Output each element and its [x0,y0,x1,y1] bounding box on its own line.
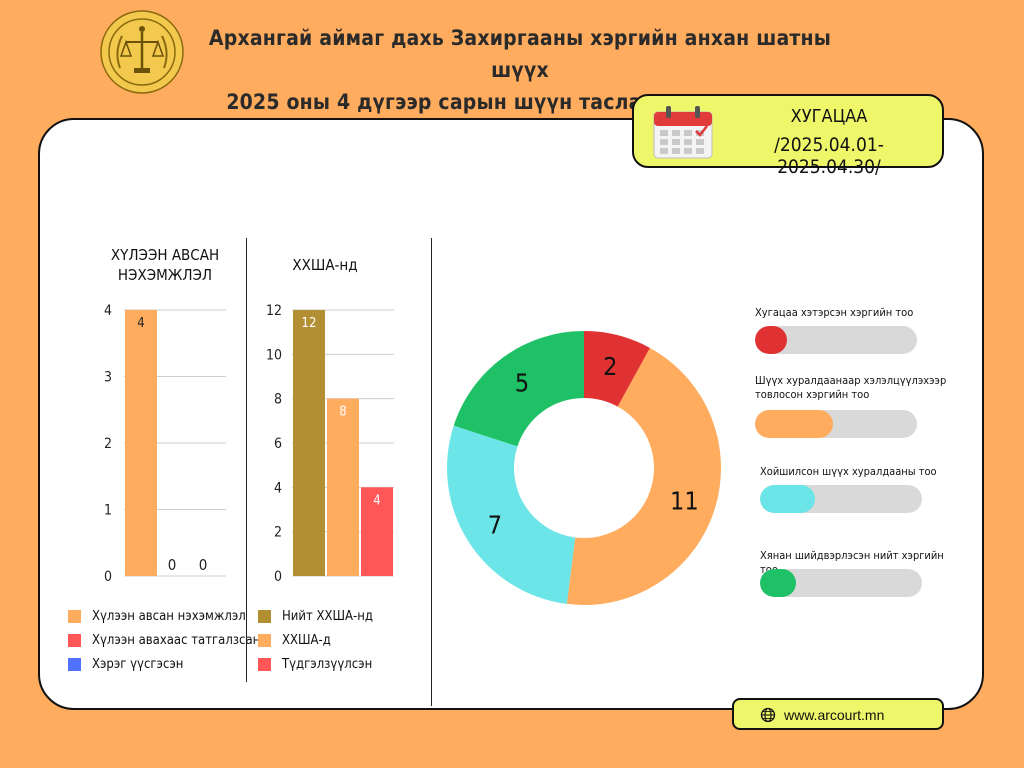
bar [327,398,359,576]
legend-progress-item: Шүүх хуралдаанаар хэлэлцүүлэхээр товлосо… [755,374,955,438]
legend-progress-item: Хойшилсон шүүх хуралдааны тоо [760,465,960,513]
legend-label: Нийт ХХША-нд [282,609,374,624]
progress-label: Шүүх хуралдаанаар хэлэлцүүлэхээр товлосо… [755,374,947,401]
title-line-1: Архангай аймаг дахь Захиргааны хэргийн а… [208,26,832,82]
legend-swatch [258,634,271,647]
legend-swatch [258,658,271,671]
legend-label: Хүлээн авахаас татгалзсан [92,633,261,648]
bar [361,487,393,576]
y-tick-label: 0 [104,569,112,585]
y-tick-label: 1 [104,503,112,519]
donut-chart: 2 11 7 5 [447,331,721,605]
website-box[interactable]: www.arcourt.mn [732,698,944,730]
chart2-title: ХХША-нд [292,256,358,274]
slice-value-label: 2 [603,352,617,381]
legend-label: ХХША-д [282,633,331,648]
bar-value-label: 12 [302,316,317,331]
chart2-bar-chart: 0 2 4 6 8 10 12 12 8 4 [266,303,394,585]
period-box: ХУГАЦАА /2025.04.01-2025.04.30/ [632,94,944,178]
progress-fill [755,410,833,438]
progress-track [755,410,917,438]
y-tick-label: 12 [266,303,282,319]
period-range: /2025.04.01-2025.04.30/ [774,134,884,178]
progress-track [760,485,922,513]
progress-fill [755,326,788,354]
bar-value-label: 4 [373,493,380,508]
legend-label: Хүлээн авсан нэхэмжлэл [92,609,246,624]
legend-label: Хэрэг үүсгэсэн [92,657,184,672]
y-tick-label: 8 [274,392,282,408]
donut-slice [584,331,651,407]
chart1-bar-chart: 0 1 2 3 4 4 0 0 [104,303,226,585]
y-tick-label: 0 [274,569,282,585]
slice-value-label: 11 [670,487,699,516]
progress-label: Хугацаа хэтэрсэн хэргийн тоо [755,306,914,319]
legend-label: Түдгэлзүүлсэн [282,657,373,672]
bar [125,310,157,576]
y-tick-label: 3 [104,370,112,386]
website-link[interactable]: www.arcourt.mn [784,707,885,723]
y-tick-label: 6 [274,436,282,452]
calendar-icon [653,106,713,159]
legend-swatch [258,610,271,623]
bar-value-label: 8 [339,405,346,420]
progress-label: Хойшилсон шүүх хуралдааны тоо [760,465,937,478]
bar-value-label: 0 [168,556,177,574]
bar-value-label: 4 [137,316,144,331]
bar [293,310,325,576]
donut-slice [447,425,576,604]
progress-track [755,326,917,354]
divider-1 [246,238,247,682]
y-tick-label: 2 [274,525,282,541]
legend-swatch [68,610,81,623]
legend-swatch [68,658,81,671]
progress-track [760,569,922,597]
slice-value-label: 7 [488,511,502,540]
period-label: ХУГАЦАА [790,106,868,127]
legend-progress-item: Хянан шийдвэрлэсэн нийт хэргийн тоо [760,549,960,597]
divider-2 [431,238,432,706]
y-tick-label: 4 [274,480,282,496]
legend-progress-item: Хугацаа хэтэрсэн хэргийн тоо [755,306,955,354]
progress-fill [760,569,796,597]
donut-slice [453,331,584,447]
progress-fill [760,485,816,513]
globe-icon [760,707,776,723]
y-tick-label: 4 [104,303,112,319]
y-tick-label: 2 [104,436,112,452]
court-emblem-icon [100,10,184,94]
slice-value-label: 5 [515,369,529,398]
chart1-title: ХҮЛЭЭН АВСАН НЭХЭМЖЛЭЛ [110,246,220,284]
y-tick-label: 10 [266,347,282,363]
legend-swatch [68,634,81,647]
donut-slice [566,347,721,605]
bar-value-label: 0 [199,556,208,574]
